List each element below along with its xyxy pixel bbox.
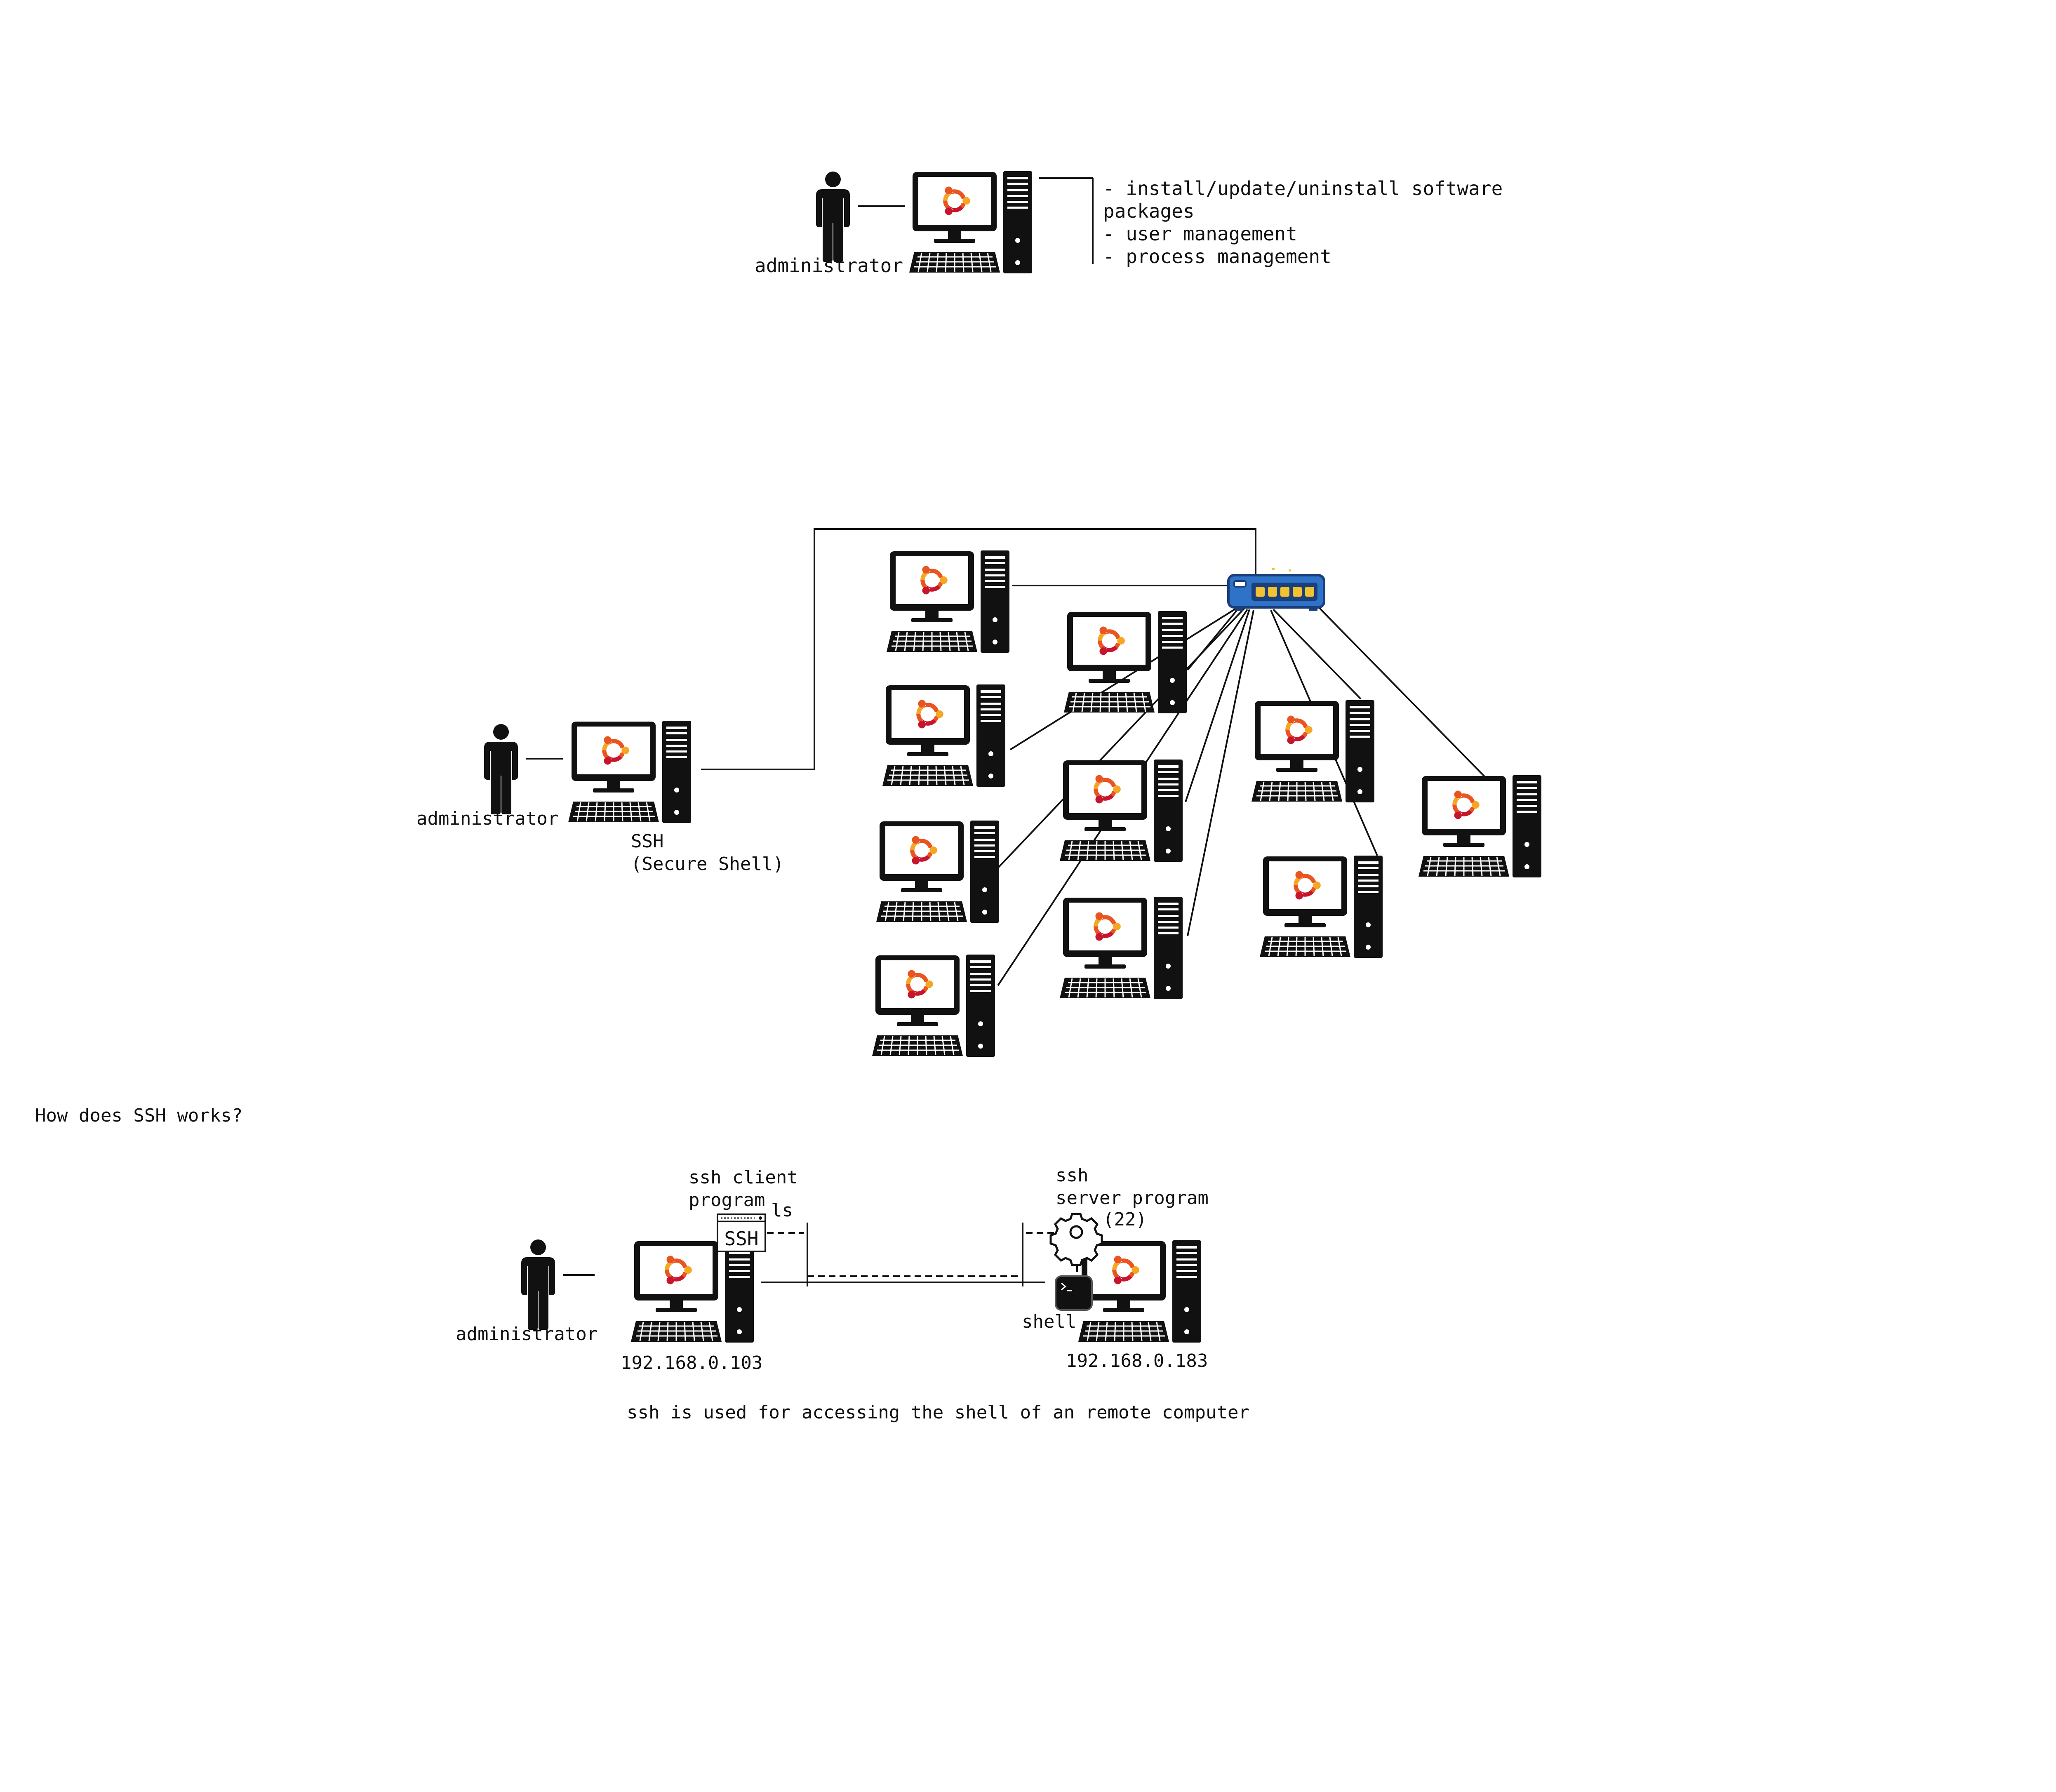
- ssh-client-icon-text: SSH: [724, 1228, 758, 1250]
- ubuntu-computer-icon: [1064, 611, 1187, 713]
- section-local-admin: administrator - install/update/uninstall…: [755, 171, 1503, 277]
- administrator-person-icon: [816, 172, 850, 262]
- link-pc-b1: [1187, 605, 1241, 671]
- client-ip-label: 192.168.0.103: [621, 1352, 762, 1373]
- client-program-label-2: program: [689, 1190, 765, 1211]
- administrator-label: administrator: [456, 1324, 598, 1345]
- terminal-shell-icon: [1055, 1275, 1093, 1311]
- shell-label: shell: [1022, 1311, 1076, 1332]
- ubuntu-computer-icon: [876, 821, 999, 923]
- link-pc-c1: [1273, 609, 1362, 700]
- ssh-full-label: (Secure Shell): [631, 854, 784, 875]
- gear-icon: [1049, 1213, 1103, 1266]
- admin-to-switch-link: [701, 528, 1256, 770]
- admin-ubuntu-computer-icon: [568, 721, 691, 823]
- client-program-label-1: ssh client: [689, 1167, 798, 1188]
- command-label: ls: [771, 1200, 793, 1221]
- link-pc-a2: [1009, 604, 1242, 750]
- ssh-client-window-icon: SSH: [717, 1213, 766, 1252]
- network-switch-icon: [1228, 568, 1324, 611]
- ubuntu-computer-icon: [1251, 700, 1374, 802]
- ubuntu-computer-icon: [1060, 897, 1183, 999]
- ubuntu-computer-icon: [887, 550, 1009, 653]
- client-ubuntu-computer-icon: [631, 1240, 754, 1343]
- ubuntu-computer-icon: [1418, 775, 1541, 877]
- section-network-admin: administrator SSH (Secure Shell): [416, 528, 1541, 1057]
- server-program-label-1: ssh: [1056, 1165, 1088, 1186]
- port-label: (22): [1103, 1209, 1147, 1230]
- task-line-2: packages: [1103, 200, 1195, 222]
- ssh-label: SSH: [631, 831, 663, 852]
- server-program-label-2: server program: [1056, 1188, 1209, 1209]
- task-line-1: - install/update/uninstall software: [1103, 177, 1503, 200]
- ubuntu-computer-icon: [1060, 760, 1183, 862]
- ubuntu-computer-icon: [909, 171, 1032, 273]
- task-line-4: - process management: [1103, 245, 1331, 268]
- link-pc-d1: [1319, 607, 1485, 777]
- server-ip-label: 192.168.0.183: [1066, 1350, 1208, 1371]
- task-line-3: - user management: [1103, 223, 1297, 245]
- administrator-label: administrator: [416, 808, 558, 829]
- administrator-person-icon: [521, 1239, 555, 1330]
- link-pc-b2: [1185, 609, 1250, 802]
- ubuntu-computer-icon: [872, 955, 995, 1057]
- ubuntu-computer-icon: [1260, 856, 1383, 958]
- section-how-ssh-works: How does SSH works? administrator 192.16…: [35, 1105, 1249, 1423]
- administrator-label: administrator: [755, 254, 903, 277]
- administrator-person-icon: [484, 724, 518, 814]
- question-heading: How does SSH works?: [35, 1105, 242, 1126]
- ssh-caption: ssh is used for accessing the shell of a…: [627, 1402, 1249, 1423]
- ssh-connection-links: [761, 1223, 1078, 1286]
- link-pc-b3: [1187, 610, 1254, 936]
- ubuntu-computer-icon: [882, 684, 1005, 787]
